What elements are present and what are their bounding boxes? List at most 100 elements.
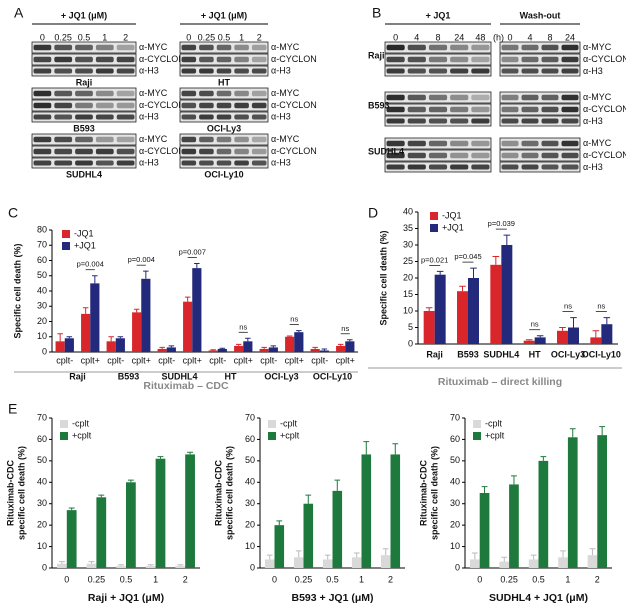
blot-band — [386, 152, 405, 159]
annotation: ns — [290, 315, 298, 324]
error-bar — [470, 267, 477, 278]
bar — [115, 338, 125, 352]
blot-band — [33, 44, 52, 51]
blot-band — [116, 102, 135, 109]
antibody-label: α-H3 — [271, 65, 291, 75]
blot-band — [54, 148, 73, 155]
x-tick-label: 0.25 — [295, 574, 313, 584]
x-tick-label: 0.25 — [500, 574, 518, 584]
bar — [322, 559, 333, 568]
bar — [192, 268, 202, 352]
blot-band — [75, 102, 93, 109]
blot-band — [561, 118, 579, 124]
error-bar — [266, 554, 273, 560]
bar — [294, 332, 304, 352]
error-bar — [296, 330, 302, 333]
blot-band — [521, 56, 539, 63]
error-bar — [245, 337, 251, 342]
bar — [601, 324, 613, 344]
x-tick-label: 2 — [183, 574, 188, 584]
blot-band — [407, 68, 426, 74]
x-tick-label: 1 — [565, 574, 570, 584]
antibody-label: α-MYC — [139, 134, 168, 144]
x-tick-label: cplt+ — [234, 355, 253, 365]
x-tick-label: Raji — [426, 349, 443, 359]
x-tick-label: cplt- — [107, 355, 124, 365]
y-tick-label: 60 — [37, 255, 47, 265]
bar — [106, 341, 116, 352]
antibody-label: α-CYCLON — [583, 54, 626, 64]
x-tick-label: B593 — [457, 349, 479, 359]
blot-band — [199, 160, 214, 166]
bar — [523, 340, 535, 344]
x-tick-label: 1 — [153, 574, 158, 584]
blot-band — [216, 160, 232, 166]
y-axis-label: specific cell death (%) — [429, 446, 439, 540]
blot-band — [75, 148, 93, 155]
legend-label: -JQ1 — [442, 210, 462, 220]
y-tick-label: 0 — [42, 346, 47, 356]
annotation: ns — [341, 324, 349, 333]
blot-band — [450, 94, 469, 101]
blot-band — [234, 114, 249, 120]
bar — [55, 341, 65, 352]
dose-label: 0.25 — [198, 32, 216, 42]
blot-band — [216, 114, 232, 120]
group-label: HT — [225, 371, 237, 381]
error-bar — [425, 307, 433, 311]
blot-band — [561, 106, 579, 113]
error-bar — [353, 552, 360, 558]
blot-band — [471, 106, 490, 113]
blot-band — [199, 68, 214, 74]
blot-band — [116, 90, 135, 97]
blot-band — [54, 56, 73, 63]
y-tick-label: 40 — [403, 206, 413, 216]
bar — [528, 559, 539, 568]
blot-band — [95, 102, 114, 109]
bar — [351, 557, 362, 568]
blot-band — [541, 56, 559, 63]
x-tick-label: HT — [529, 349, 541, 359]
blot-band — [407, 56, 426, 63]
blot-band — [450, 68, 469, 74]
dose-label: 1 — [239, 32, 244, 42]
y-axis-label: Specific cell death (%) — [12, 243, 22, 338]
y-tick-label: 20 — [403, 272, 413, 282]
x-axis-label: Rituximab – direct killing — [438, 376, 562, 388]
blot-band — [407, 94, 426, 101]
blot-band — [541, 140, 559, 147]
blot-band — [33, 114, 52, 120]
bar — [175, 565, 186, 568]
blot-band — [428, 68, 448, 74]
error-bar — [168, 345, 175, 348]
x-tick-label: 0 — [477, 574, 482, 584]
bar — [587, 555, 598, 568]
blot-band — [450, 118, 469, 124]
bar — [234, 345, 244, 352]
antibody-label: α-H3 — [271, 111, 291, 121]
blot-strip — [499, 65, 581, 77]
bar — [490, 264, 502, 344]
blot-band — [407, 106, 426, 113]
bar — [558, 557, 568, 568]
x-tick-label: 0.5 — [532, 574, 545, 584]
blot-band — [75, 114, 93, 120]
blot-band — [541, 106, 559, 113]
blot-band — [471, 164, 490, 170]
annotation: ns — [239, 322, 247, 331]
blot-band — [54, 136, 73, 143]
bar — [185, 454, 195, 568]
blot-band — [95, 148, 114, 155]
blot-band — [501, 140, 519, 147]
blot-band — [521, 106, 539, 113]
error-bar — [459, 285, 466, 292]
blot-band — [386, 44, 405, 51]
blot-band — [216, 68, 232, 74]
error-bar — [58, 561, 65, 564]
x-tick-label: cplt- — [311, 355, 328, 365]
legend-swatch — [430, 224, 438, 232]
blot-band — [561, 152, 579, 159]
error-bar — [569, 428, 576, 438]
blot-band — [181, 148, 197, 155]
blot-band — [407, 44, 426, 51]
